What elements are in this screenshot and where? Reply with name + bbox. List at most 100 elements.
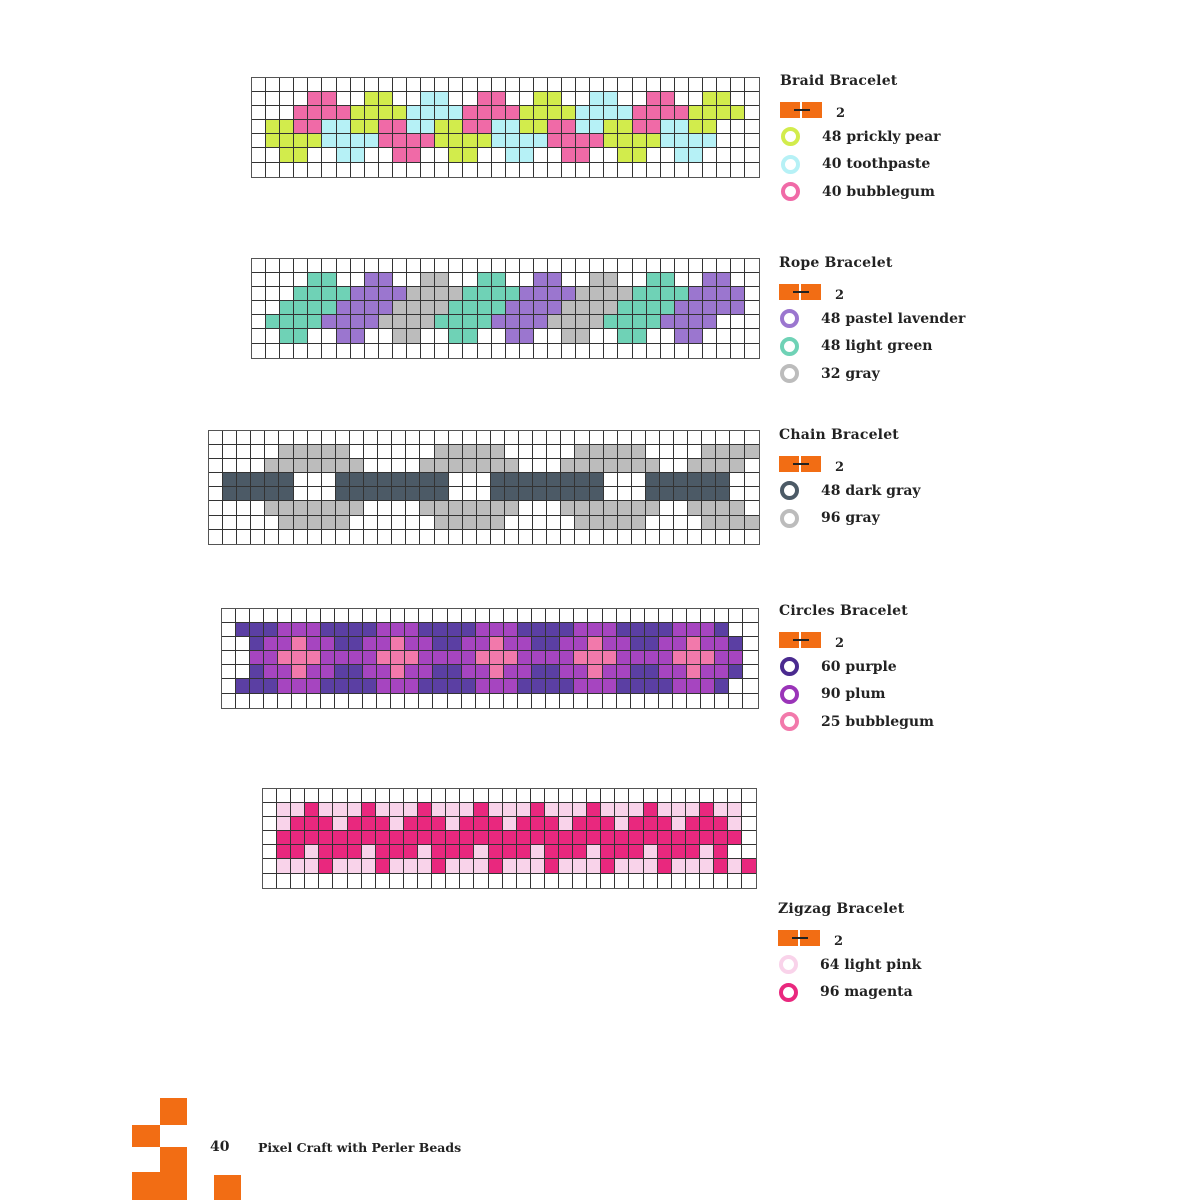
bead-cell xyxy=(476,445,491,460)
bead-cell xyxy=(378,529,393,544)
bead-cell xyxy=(660,78,675,93)
bead-cell xyxy=(392,501,407,516)
bead-cell xyxy=(392,273,408,288)
bead-cell xyxy=(544,803,559,818)
bead-cell xyxy=(405,651,420,666)
bead-cell xyxy=(420,459,435,474)
bead-cell xyxy=(688,431,703,446)
bead-cell xyxy=(714,803,729,818)
bead-cell xyxy=(617,445,632,460)
bead-cell xyxy=(350,301,365,316)
bead-cell xyxy=(389,873,404,888)
bead-label: 60 purple xyxy=(821,658,897,675)
bead-cell xyxy=(392,78,408,93)
pegboard-icon xyxy=(779,284,823,300)
bead-cell xyxy=(533,473,548,488)
bead-cell xyxy=(646,78,661,93)
bead-cell xyxy=(743,637,758,652)
bead-cell xyxy=(333,859,348,874)
bead-cell xyxy=(407,329,422,344)
bead-cell xyxy=(252,329,267,344)
bead-cell xyxy=(657,789,672,804)
bead-cell xyxy=(643,817,658,832)
bead-cell xyxy=(488,845,503,860)
bead-cell xyxy=(742,831,757,846)
bead-cell xyxy=(375,831,390,846)
bead-cell xyxy=(335,445,350,460)
bead-cell xyxy=(420,515,435,530)
bead-cell xyxy=(448,501,463,516)
bead-cell xyxy=(561,515,576,530)
bead-cell xyxy=(519,148,534,163)
bead-cell xyxy=(407,287,422,302)
bead-cell xyxy=(533,106,548,121)
bead-cell xyxy=(602,665,617,680)
bead-cell xyxy=(631,487,646,502)
bead-cell xyxy=(688,445,703,460)
bead-cell xyxy=(688,501,703,516)
bead-cell xyxy=(728,845,743,860)
page-number: 40 xyxy=(210,1139,230,1155)
bead-cell xyxy=(321,529,336,544)
bead-cell xyxy=(361,831,376,846)
bead-cell xyxy=(657,845,672,860)
bead-cell xyxy=(632,92,647,107)
bead-pattern-grid xyxy=(251,77,761,178)
bead-cell xyxy=(533,78,548,93)
bead-cell xyxy=(560,665,575,680)
bead-cell xyxy=(673,693,688,708)
bead-cell xyxy=(266,92,281,107)
bead-cell xyxy=(703,120,718,135)
bead-cell xyxy=(236,665,251,680)
bead-cell xyxy=(322,301,337,316)
bead-cell xyxy=(322,315,337,330)
bead-cell xyxy=(728,831,743,846)
bead-cell xyxy=(688,134,703,149)
bead-cell xyxy=(519,259,534,274)
pegboard-count-row: 2 xyxy=(780,97,941,123)
bead-cell xyxy=(250,651,265,666)
bead-cell xyxy=(389,859,404,874)
bead-cell xyxy=(378,106,393,121)
bead-cell xyxy=(562,120,577,135)
bead-cell xyxy=(547,315,563,330)
bead-cell xyxy=(447,651,462,666)
bead-icon xyxy=(780,364,799,384)
bead-cell xyxy=(602,693,617,708)
bead-cell xyxy=(533,287,548,302)
pegboard-icon xyxy=(779,632,823,648)
bead-cell xyxy=(743,651,758,666)
bead-cell xyxy=(731,120,746,135)
bead-cell xyxy=(392,148,408,163)
bead-cell xyxy=(278,679,293,694)
bead-cell xyxy=(646,329,661,344)
bead-cell xyxy=(631,431,646,446)
bead-cell xyxy=(632,134,647,149)
bead-cell xyxy=(406,515,421,530)
bead-cell xyxy=(291,859,306,874)
bead-cell xyxy=(308,120,323,135)
bead-cell xyxy=(547,106,563,121)
bead-cell xyxy=(547,162,563,177)
bead-cell xyxy=(530,845,545,860)
bead-cell xyxy=(546,651,561,666)
bead-cell xyxy=(503,651,518,666)
bead-list-item: 96 gray xyxy=(779,505,921,533)
bead-cell xyxy=(643,845,658,860)
bracelet-legend: Circles Bracelet 2 60 purple 90 plum 25 … xyxy=(779,603,934,736)
bead-cell xyxy=(615,859,630,874)
bead-cell xyxy=(519,315,534,330)
bead-cell xyxy=(516,803,531,818)
bead-cell xyxy=(530,789,545,804)
bead-cell xyxy=(745,148,760,163)
bead-cell xyxy=(461,665,476,680)
bead-cell xyxy=(463,148,478,163)
bead-cell xyxy=(278,693,293,708)
bead-cell xyxy=(645,431,660,446)
bead-cell xyxy=(476,529,491,544)
bead-cell xyxy=(671,803,686,818)
bead-cell xyxy=(449,287,464,302)
bead-cell xyxy=(618,329,633,344)
bead-cell xyxy=(475,651,490,666)
bead-cell xyxy=(407,148,422,163)
